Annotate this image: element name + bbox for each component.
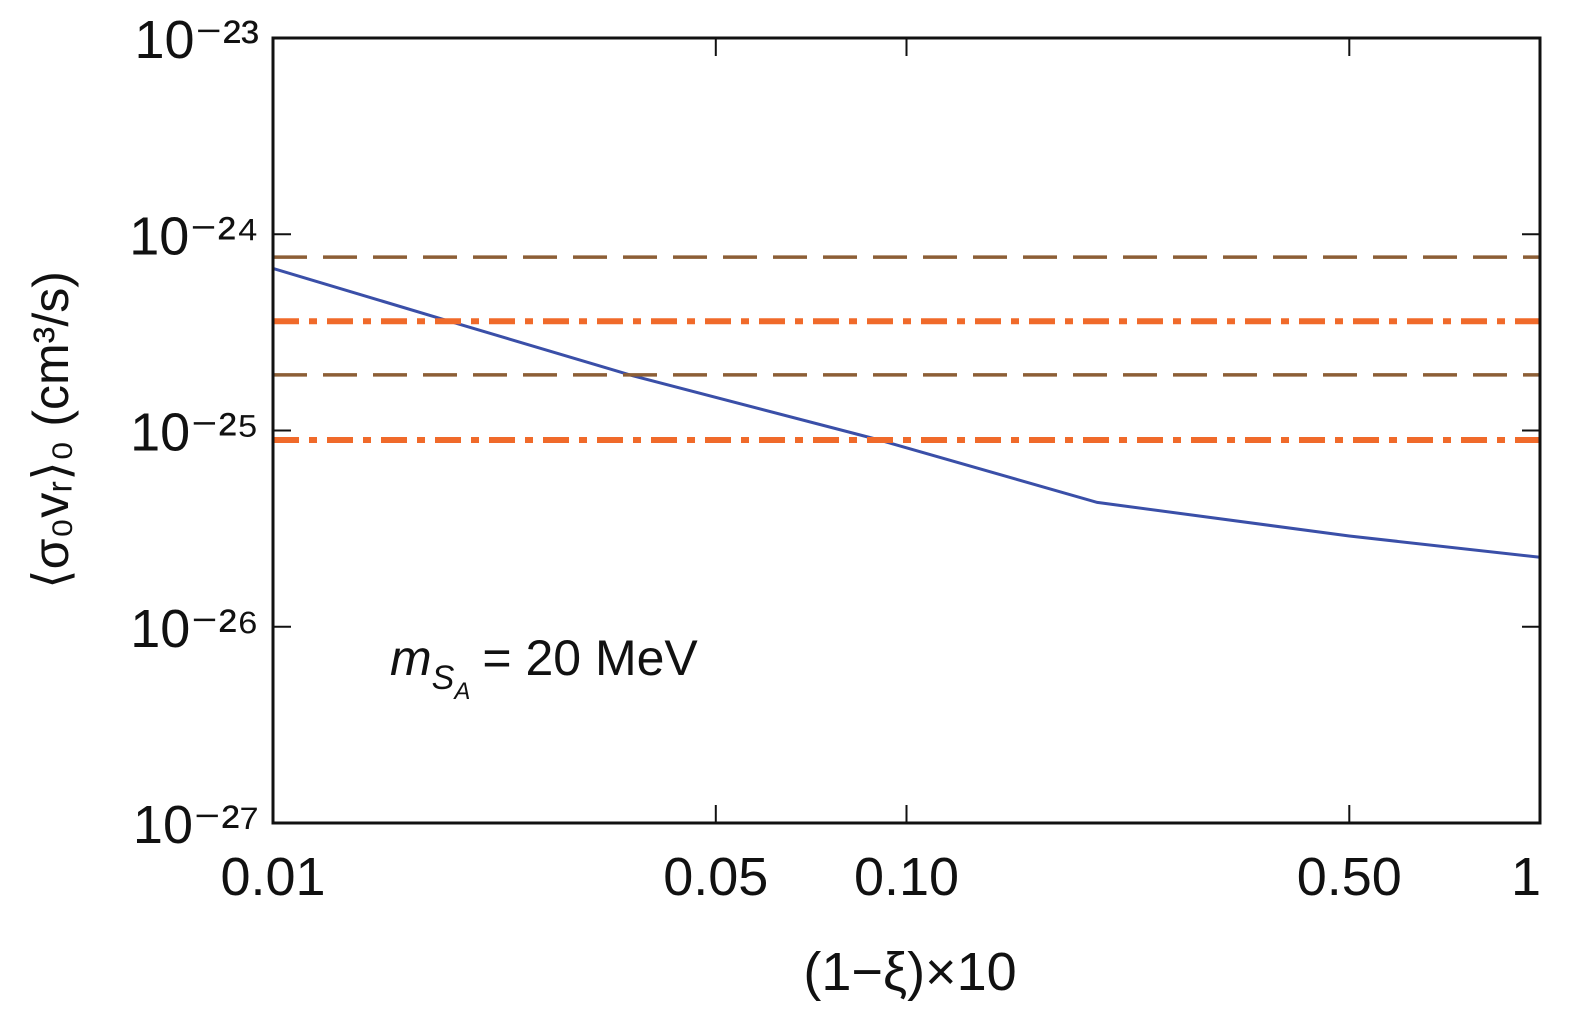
x-tick-label: 1 (1511, 847, 1541, 907)
y-tick-label: 10⁻²⁴ (129, 206, 259, 266)
x-tick-label: 0.10 (854, 847, 959, 907)
data-line (273, 266, 1540, 559)
annotation-subsub: A (452, 678, 470, 705)
y-tick-label: 10⁻²⁵ (130, 403, 259, 463)
y-tick-label: 10⁻²³ (134, 10, 259, 70)
y-tick-label: 10⁻²⁶ (130, 599, 259, 659)
x-tick-label: 0.01 (220, 847, 325, 907)
annotation-symbol: m (390, 630, 432, 686)
annotation-text: = 20 MeV (482, 630, 698, 686)
x-tick-label: 0.50 (1297, 847, 1402, 907)
y-axis-label: ⟨σ₀vᵣ⟩₀ (cm³/s) (23, 271, 79, 589)
x-axis-label: (1−ξ)×10 (803, 942, 1016, 1002)
annotation: mSA = 20 MeV (390, 630, 698, 705)
plot-frame (271, 36, 1542, 825)
y-tick-label: 10⁻²⁷ (133, 795, 259, 855)
x-tick-label: 0.05 (663, 847, 768, 907)
annotation-sub: S (432, 659, 455, 697)
